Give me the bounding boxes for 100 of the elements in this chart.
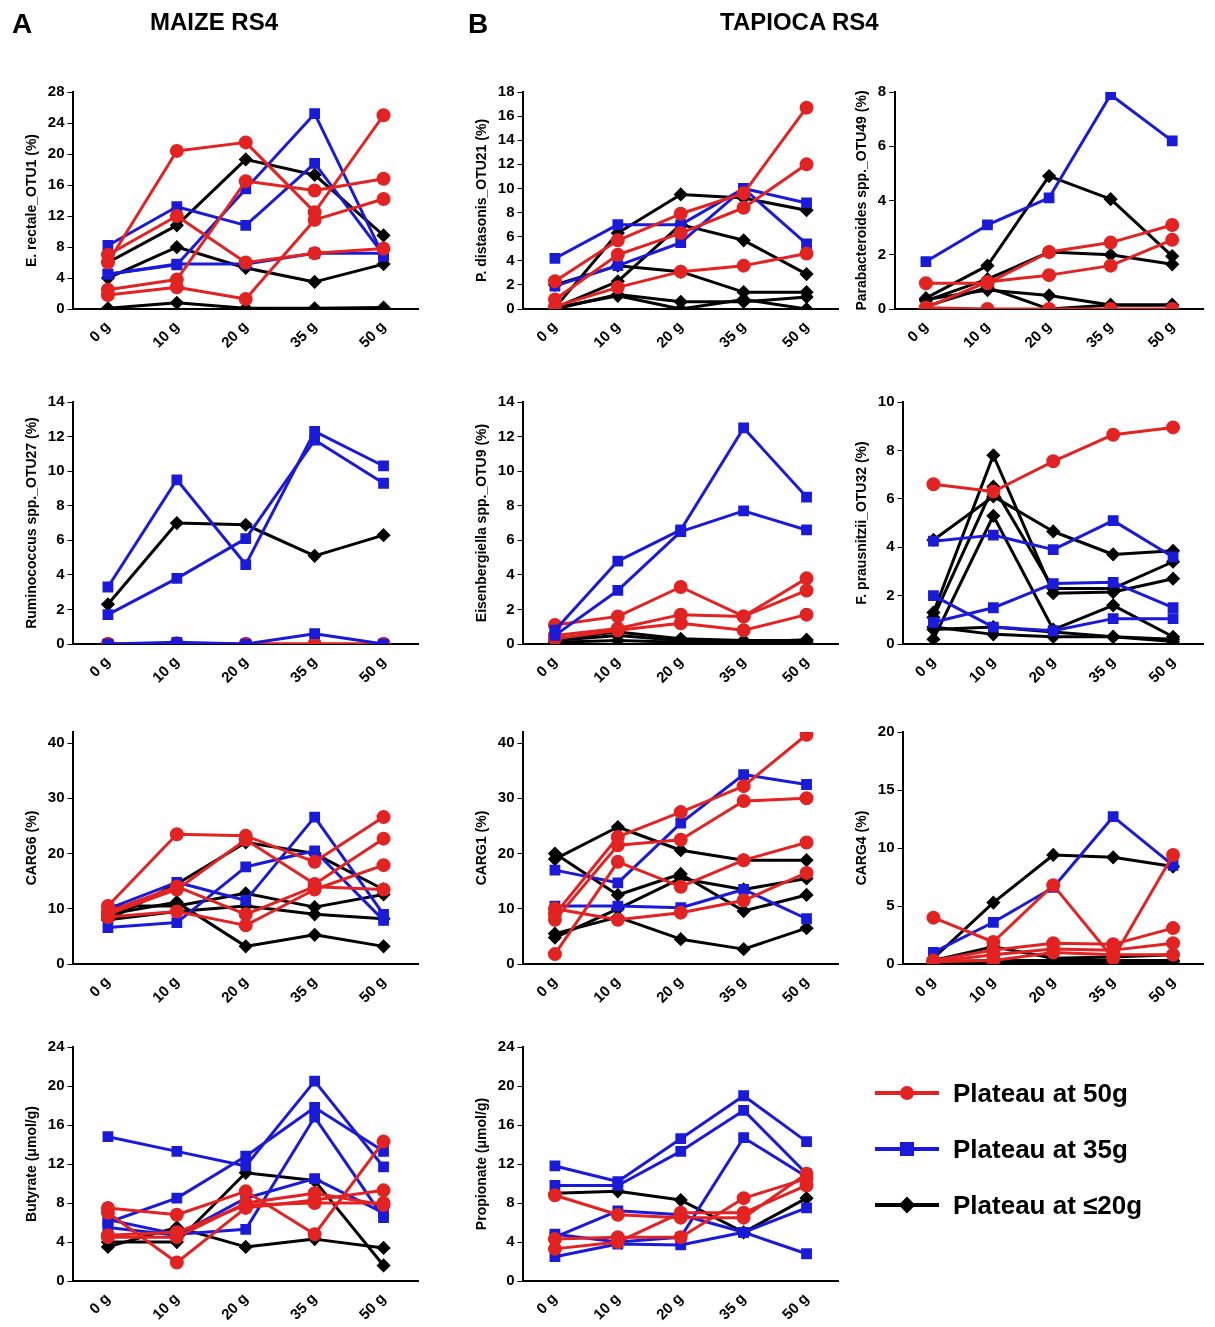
y-tick-label: 10 xyxy=(497,178,515,196)
y-tick-label: 8 xyxy=(506,495,515,513)
x-tick-label: 10 g xyxy=(959,317,993,351)
y-tick-label: 10 xyxy=(877,392,895,410)
y-tick-label: 2 xyxy=(56,599,65,617)
x-tick-label: 35 g xyxy=(286,972,320,1006)
chart-title: TAPIOCA RS4 xyxy=(720,8,879,36)
y-tick-label: 20 xyxy=(497,843,515,861)
x-tick-label: 20 g xyxy=(1025,652,1059,686)
y-axis-title: P. distasonis_OTU21 (%) xyxy=(473,118,490,283)
legend-label: Plateau at 50g xyxy=(953,1077,1128,1109)
x-tick-label: 50 g xyxy=(1144,652,1179,686)
x-tick-label: 35 g xyxy=(286,1289,320,1323)
y-tick-label: 4 xyxy=(506,565,516,583)
y-tick-label: 4 xyxy=(877,190,887,208)
y-tick-label: 0 xyxy=(877,299,887,317)
x-tick-label: 50 g xyxy=(778,972,812,1006)
x-tick-label: 10 g xyxy=(965,652,999,686)
y-tick-label: 0 xyxy=(506,634,515,652)
y-tick-label: 8 xyxy=(886,440,895,458)
x-tick-label: 20 g xyxy=(217,972,251,1006)
x-tick-label: 10 g xyxy=(148,972,182,1006)
x-tick-label: 0 g xyxy=(532,1289,560,1317)
y-tick-label: 0 xyxy=(56,1271,65,1289)
y-tick-label: 16 xyxy=(497,1115,515,1133)
y-tick-label: 0 xyxy=(506,954,515,972)
x-tick-label: 0 g xyxy=(85,1289,113,1317)
y-axis-title: CARG4 (%) xyxy=(853,810,870,886)
y-tick-label: 14 xyxy=(47,392,66,410)
x-tick-label: 10 g xyxy=(148,1289,182,1323)
y-axis-title: Parabacteroides spp._OTU49 (%) xyxy=(853,90,870,311)
y-tick-label: 0 xyxy=(506,299,515,317)
y-tick-label: 24 xyxy=(497,1037,516,1055)
y-tick-label: 6 xyxy=(506,226,515,244)
y-tick-label: 2 xyxy=(877,244,887,262)
x-tick-label: 35 g xyxy=(286,652,320,686)
x-tick-label: 20 g xyxy=(652,652,686,686)
y-tick-label: 24 xyxy=(47,113,66,131)
y-tick-label: 12 xyxy=(497,426,515,444)
y-tick-label: 0 xyxy=(56,634,65,652)
y-tick-label: 8 xyxy=(506,202,515,220)
x-tick-label: 10 g xyxy=(589,652,623,686)
y-tick-label: 20 xyxy=(47,1076,65,1094)
y-tick-label: 2 xyxy=(506,275,515,293)
y-tick-label: 0 xyxy=(886,634,895,652)
x-tick-label: 20 g xyxy=(652,972,686,1006)
y-tick-label: 4 xyxy=(506,1232,516,1250)
y-tick-label: 0 xyxy=(56,299,65,317)
y-tick-label: 0 xyxy=(506,1271,515,1289)
x-tick-label: 10 g xyxy=(965,972,999,1006)
y-tick-label: 4 xyxy=(506,250,516,268)
y-tick-label: 12 xyxy=(47,426,65,444)
y-tick-label: 30 xyxy=(47,788,65,806)
y-tick-label: 4 xyxy=(56,268,66,286)
x-tick-label: 35 g xyxy=(1084,972,1119,1006)
x-tick-label: 0 g xyxy=(532,317,560,345)
y-tick-label: 5 xyxy=(886,896,895,914)
chart-title: MAIZE RS4 xyxy=(150,8,279,36)
y-tick-label: 6 xyxy=(506,530,515,548)
y-tick-label: 12 xyxy=(497,1154,515,1172)
y-tick-label: 16 xyxy=(47,1115,65,1133)
y-tick-label: 6 xyxy=(56,530,65,548)
y-axis-title: Propionate (μmol/g) xyxy=(473,1097,490,1231)
legend-label: Plateau at 35g xyxy=(953,1133,1128,1165)
x-tick-label: 0 g xyxy=(532,652,560,680)
x-tick-label: 35 g xyxy=(1084,652,1119,686)
x-tick-label: 0 g xyxy=(903,317,931,345)
x-tick-label: 20 g xyxy=(1025,972,1059,1006)
y-tick-label: 8 xyxy=(56,495,65,513)
y-tick-label: 0 xyxy=(56,954,65,972)
y-tick-label: 12 xyxy=(47,1154,65,1172)
x-tick-label: 50 g xyxy=(778,317,812,351)
y-axis-title: E. rectale_OTU1 (%) xyxy=(23,133,40,268)
x-tick-label: 50 g xyxy=(355,652,389,686)
y-tick-label: 10 xyxy=(47,898,65,916)
x-tick-label: 10 g xyxy=(589,1289,623,1323)
y-tick-label: 40 xyxy=(497,733,515,751)
y-tick-label: 4 xyxy=(56,1232,66,1250)
x-tick-label: 50 g xyxy=(1144,317,1178,351)
x-tick-label: 10 g xyxy=(589,972,623,1006)
y-tick-label: 12 xyxy=(497,154,515,172)
y-tick-label: 20 xyxy=(877,722,895,740)
x-tick-label: 35 g xyxy=(715,1289,749,1323)
x-tick-label: 35 g xyxy=(715,652,749,686)
legend-label: Plateau at ≤20g xyxy=(953,1189,1143,1221)
y-tick-label: 0 xyxy=(886,954,895,972)
y-tick-label: 6 xyxy=(886,488,895,506)
y-tick-label: 2 xyxy=(506,599,515,617)
x-tick-label: 20 g xyxy=(652,317,686,351)
x-tick-label: 0 g xyxy=(911,972,939,1000)
x-tick-label: 20 g xyxy=(217,652,251,686)
y-tick-label: 8 xyxy=(56,237,65,255)
x-tick-label: 35 g xyxy=(715,972,749,1006)
x-tick-label: 10 g xyxy=(589,317,623,351)
y-tick-label: 4 xyxy=(56,565,66,583)
x-tick-label: 20 g xyxy=(1020,317,1055,351)
y-tick-label: 8 xyxy=(506,1193,515,1211)
x-tick-label: 50 g xyxy=(778,652,812,686)
x-tick-label: 0 g xyxy=(85,317,113,345)
x-tick-label: 50 g xyxy=(778,1289,812,1323)
